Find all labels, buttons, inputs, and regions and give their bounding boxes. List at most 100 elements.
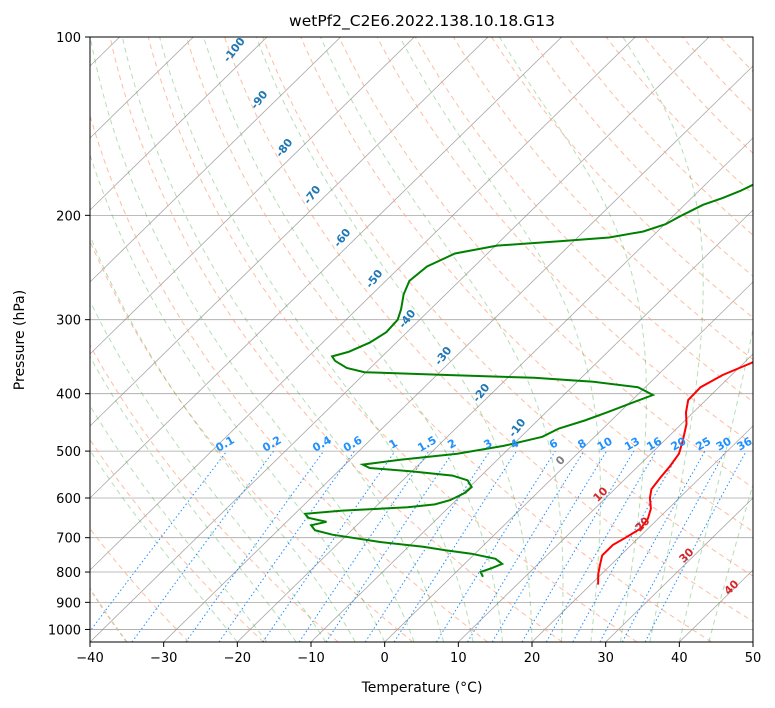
y-tick-label: 700 [56,532,81,547]
isotherm-line [90,37,636,571]
dry-adiabat-line [90,239,414,642]
moist-adiabat-line [90,404,268,642]
dry-adiabat-line [720,37,753,73]
mixing-ratio-line [545,450,657,642]
mixing-ratio-line [185,450,325,642]
x-tick-label: 30 [597,651,614,666]
dry-adiabat-line [300,37,753,533]
mixing-ratio-line [621,450,726,642]
isotherm-line [90,37,562,499]
isotherm-line [90,37,710,642]
dry-adiabat-line [90,113,488,642]
dry-adiabat-line [491,37,753,319]
moist-adiabat-line [121,37,445,642]
dry-adiabat-line [376,37,753,445]
chart-title: wetPf2_C2E6.2022.138.10.18.G13 [289,12,555,31]
mixing-ratio-label: 36 [735,434,755,453]
y-tick-label: 600 [56,492,81,507]
x-tick-label: −40 [76,651,103,666]
x-tick-label: −30 [150,651,177,666]
isotherm-line [163,65,753,642]
y-tick-label: 800 [56,566,81,581]
moist-adiabat-line [90,37,415,642]
dry-adiabat-label: -20 [470,381,493,405]
dry-adiabat-label: -100 [221,35,248,65]
dry-adiabat-label: -30 [432,344,455,368]
y-axis: 100 200 300 400 500 600 700 800 900 1000 [48,31,90,638]
dry-adiabat-line [224,37,753,623]
mixing-ratio-label: 2 [445,437,458,452]
dry-adiabat-line [605,37,753,195]
dry-adiabat-line [185,37,712,642]
y-axis-label: Pressure (hPa) [12,290,28,390]
dewpoint-profile-line [303,183,753,578]
isotherm-line [90,37,268,211]
isotherm-line [90,37,194,139]
x-tick-label: 0 [381,651,389,666]
y-tick-label: 500 [56,445,81,460]
moist-adiabat-label: 40 [722,577,742,597]
isotherm-line [90,37,415,355]
dry-adiabat-line [262,37,753,577]
plot-frame [89,36,754,643]
isotherm-line [310,209,753,642]
mixing-ratio-label: 25 [693,435,713,454]
moist-adiabat-line [622,37,704,642]
y-tick-label: 100 [56,31,81,46]
y-tick-label: 200 [56,209,81,224]
moist-adiabat-line [203,37,503,642]
temperature-profile-line [597,361,753,585]
dry-adiabat-line [90,438,264,642]
isotherm-line [531,425,753,642]
x-axis: −40 −30 −20 −10 0 10 20 30 40 50 [76,642,761,666]
x-tick-label: −10 [297,651,324,666]
dry-adiabat-line [759,37,775,642]
mixing-ratio-line [298,450,430,642]
moist-adiabat-line [399,37,601,642]
moist-adiabat-line [255,37,533,642]
isotherm-line [458,353,753,642]
moist-adiabat-label: 10 [591,484,611,504]
dry-adiabat-line [567,37,753,236]
x-tick-label: 10 [450,651,467,666]
x-tick-label: 40 [671,651,688,666]
dry-adiabat-label: -50 [363,267,386,291]
moist-adiabat-line [90,300,327,642]
isotherm-line [384,281,753,642]
x-tick-label: 50 [745,651,762,666]
mixing-ratio-label: 30 [714,434,734,453]
moist-adiabat-line [90,449,238,642]
isotherm-line [237,137,753,642]
isotherm-line [752,641,753,642]
mixing-ratio-label: 10 [595,434,615,453]
moist-adiabat-line [678,326,753,642]
mixing-ratio-label: 6 [547,436,560,451]
mixing-ratio-line [131,450,275,642]
mixing-ratio-label: 13 [622,435,642,454]
moist-adiabat-line [708,482,753,642]
dry-adiabat-line [529,37,753,277]
mixing-ratio-label: 16 [644,434,664,453]
isotherm-line [605,497,753,642]
dry-adiabat-line [682,37,753,114]
x-tick-label: −20 [224,651,251,666]
dry-adiabat-line [90,344,339,642]
moist-adiabat-line [90,153,386,642]
x-axis-label: Temperature (°C) [361,680,483,696]
dry-adiabat-line [109,37,563,642]
isotherm-line [90,37,489,427]
y-tick-label: 300 [56,314,81,329]
dry-adiabat-label: -60 [331,226,354,250]
moist-adiabat-label: 30 [677,545,697,565]
dry-adiabat-line [338,37,753,489]
mixing-ratio-line [572,450,681,642]
x-tick-label: 20 [524,651,541,666]
dry-adiabat-label: -40 [396,307,419,331]
moist-adiabat-line [159,37,474,642]
mixing-ratio-line [262,450,396,642]
dry-adiabat-line [147,37,638,642]
mixing-ratio-line [644,450,747,642]
moist-adiabat-line [90,355,297,642]
dry-adiabat-label: -10 [506,416,529,440]
